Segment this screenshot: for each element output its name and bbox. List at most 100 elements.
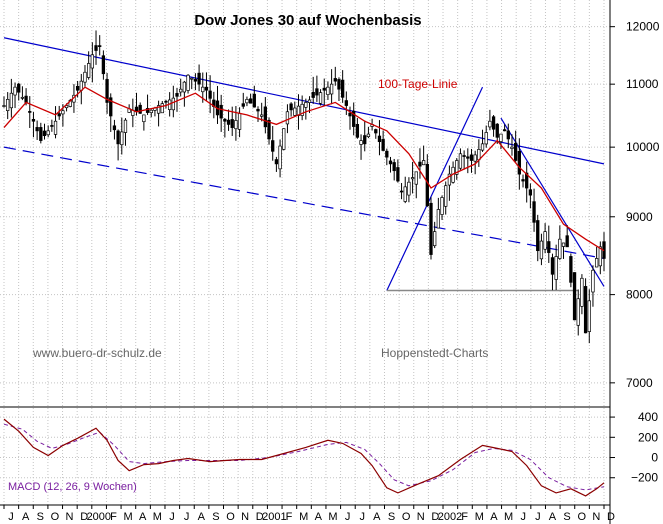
- price-bar-body: [79, 80, 83, 91]
- price-bar-body: [488, 120, 492, 128]
- price-bar-body: [39, 127, 43, 141]
- x-tick-label: J: [8, 511, 14, 523]
- price-bar-body: [315, 88, 319, 96]
- price-bar-body: [381, 139, 385, 151]
- watermark-right: Hoppenstedt-Charts: [381, 346, 488, 360]
- x-tick-label: M: [123, 511, 132, 523]
- price-bar-body: [506, 130, 510, 140]
- price-bar-body: [433, 231, 437, 247]
- x-tick-label: D: [431, 511, 439, 523]
- macd-label: MACD (12, 26, 9 Wochen): [8, 481, 137, 493]
- price-bar-body: [6, 99, 10, 111]
- price-bar-body: [499, 133, 503, 142]
- y-tick-label: 9000: [626, 210, 653, 224]
- price-bar-body: [580, 277, 584, 307]
- rising-trend-line: [386, 86, 484, 291]
- x-tick-label: A: [22, 511, 30, 523]
- y-tick-label: 12000: [626, 20, 660, 34]
- price-bar-body: [403, 186, 407, 202]
- price-bar-body: [355, 124, 360, 138]
- price-bar-body: [145, 108, 150, 113]
- price-bar-body: [24, 95, 28, 103]
- price-bar-body: [116, 130, 120, 145]
- moving-average: [3, 86, 605, 252]
- price-bar-body: [182, 81, 187, 93]
- macd-tick-label: 0: [651, 451, 658, 465]
- price-bar-body: [414, 171, 418, 185]
- price-bar-body: [318, 92, 323, 104]
- price-bar-body: [219, 104, 223, 119]
- macd-tick-label: −200: [631, 471, 658, 485]
- x-tick-label: J: [345, 511, 351, 523]
- lower-trend-line: [3, 146, 605, 260]
- price-bars: [2, 30, 606, 344]
- price-bar-body: [9, 92, 14, 109]
- price-bar-body: [425, 163, 429, 207]
- price-bar-body: [333, 78, 337, 82]
- x-tick-label: N: [66, 511, 74, 523]
- price-bar-body: [329, 83, 334, 95]
- price-bar-body: [444, 185, 448, 207]
- price-bar-body: [17, 83, 21, 93]
- price-bar-body: [374, 129, 378, 134]
- price-bar-body: [20, 96, 25, 99]
- price-bar-body: [583, 286, 588, 334]
- x-tick-label: J: [535, 511, 541, 523]
- price-bar-body: [337, 79, 341, 90]
- x-tick-label: O: [577, 511, 586, 523]
- price-bar-body: [569, 256, 573, 283]
- x-tick-label: J: [520, 511, 526, 523]
- price-bar-body: [138, 104, 142, 114]
- price-bar-body: [594, 258, 599, 268]
- macd-line: [3, 418, 605, 497]
- x-tick-label: O: [51, 511, 60, 523]
- x-tick-label: D: [80, 511, 88, 523]
- x-tick-label: N: [241, 511, 249, 523]
- price-bar-body: [234, 120, 238, 130]
- x-tick-label: A: [373, 511, 381, 523]
- price-bar-body: [587, 300, 591, 332]
- x-tick-label: A: [490, 511, 498, 523]
- price-bar-body: [241, 103, 245, 107]
- price-bar-body: [547, 241, 551, 253]
- price-bar-body: [521, 179, 525, 182]
- price-bar-body: [466, 156, 470, 159]
- price-bar-body: [120, 131, 124, 146]
- price-bar-body: [491, 116, 496, 130]
- grid-lines: [0, 0, 610, 505]
- x-tick-label: O: [402, 511, 411, 523]
- x-tick-label: 2000: [87, 511, 111, 523]
- ma-label: 100-Tage-Linie: [378, 77, 458, 91]
- price-bar-body: [64, 105, 69, 109]
- price-bar-body: [341, 79, 345, 98]
- price-bar-body: [87, 63, 91, 78]
- price-bar-body: [186, 74, 190, 91]
- price-bar-body: [436, 209, 441, 229]
- price-bar-body: [392, 162, 396, 172]
- price-bar-body: [204, 86, 209, 91]
- price-bar-body: [237, 112, 242, 130]
- x-tick-label: F: [110, 511, 117, 523]
- price-bar-body: [53, 120, 58, 135]
- price-bar-body: [267, 119, 271, 140]
- price-bar-body: [28, 111, 32, 113]
- price-bar-body: [418, 161, 422, 167]
- price-bar-body: [480, 143, 485, 151]
- price-bar-body: [536, 220, 540, 252]
- price-bar-body: [142, 114, 146, 123]
- price-bar-body: [156, 105, 161, 114]
- price-bar-body: [289, 103, 293, 111]
- price-bar-body: [109, 97, 113, 117]
- price-bar-body: [385, 150, 389, 158]
- ma-line: [3, 86, 605, 252]
- price-bar-body: [61, 110, 65, 115]
- price-bar-body: [226, 119, 231, 125]
- macd-signal-line: [3, 423, 605, 491]
- price-bar-body: [550, 257, 555, 275]
- x-tick-label: S: [212, 511, 219, 523]
- price-bar-body: [190, 77, 194, 80]
- x-tick-label: S: [37, 511, 44, 523]
- price-bar-body: [260, 114, 264, 117]
- x-tick-label: M: [328, 511, 337, 523]
